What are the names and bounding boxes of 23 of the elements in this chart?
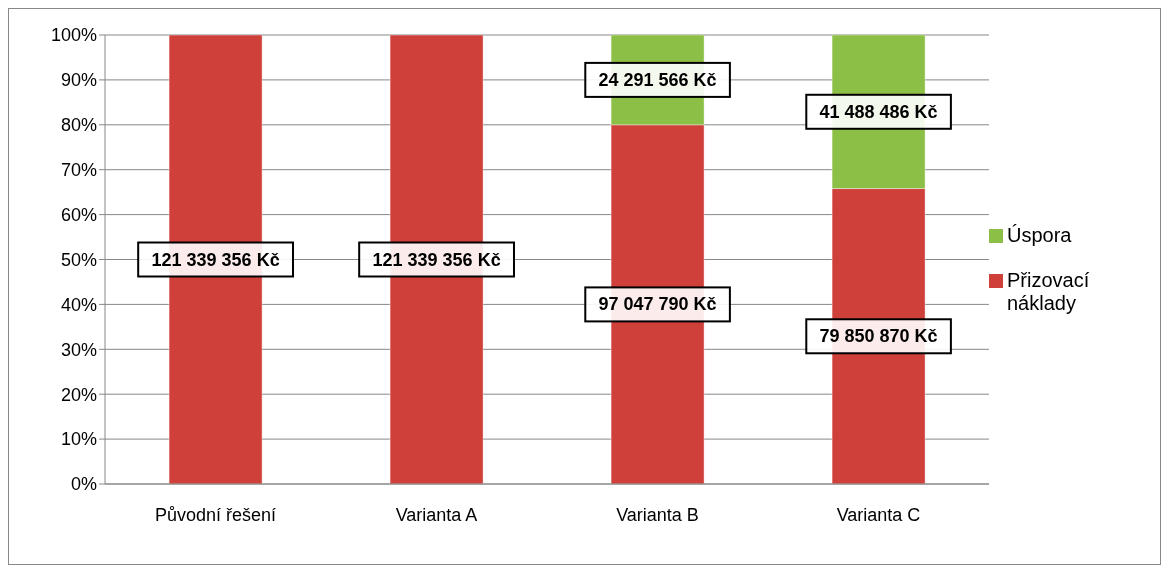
y-tick-label: 90% (60, 70, 97, 91)
y-tick-label: 80% (60, 115, 97, 136)
x-tick-label: Varianta B (616, 504, 699, 525)
y-tick-label: 60% (60, 204, 97, 225)
annotation: 121 339 356 Kč (151, 249, 280, 270)
y-tick-label: 20% (60, 384, 97, 405)
y-tick-label: 40% (60, 294, 97, 315)
annotation: 79 850 870 Kč (819, 326, 938, 347)
x-tick-label: Varianta C (836, 504, 921, 525)
y-tick-label: 100% (50, 25, 97, 46)
annotation: 24 291 566 Kč (598, 69, 717, 90)
annotation: 97 047 790 Kč (598, 294, 717, 315)
y-tick-label: 0% (70, 474, 97, 495)
annotation: 121 339 356 Kč (372, 249, 501, 270)
x-tick-label: Původní řešení (154, 504, 277, 525)
x-tick-label: Varianta A (395, 504, 478, 525)
y-tick-label: 50% (60, 249, 97, 270)
y-tick-label: 70% (60, 160, 97, 181)
y-tick-label: 30% (60, 339, 97, 360)
legend-label: Úspora (1007, 224, 1073, 247)
legend-label: Přizovací náklady (1007, 269, 1091, 315)
y-tick-label: 10% (60, 429, 97, 450)
annotation: 41 488 486 Kč (819, 101, 938, 122)
